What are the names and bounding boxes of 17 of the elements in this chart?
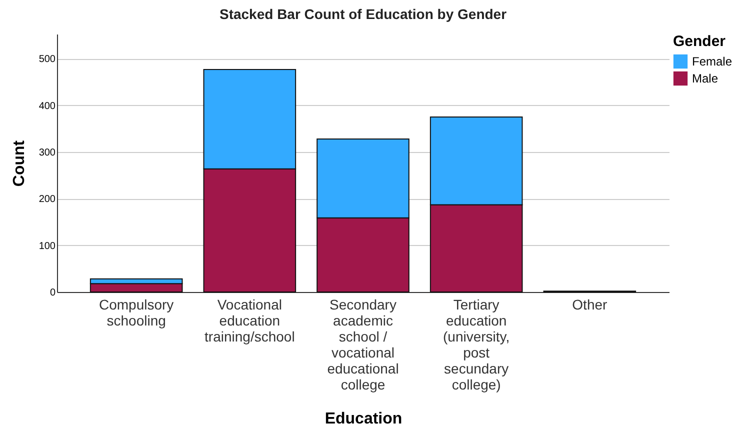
x-tick-label: Secondary academic school / vocational educational college — [327, 296, 399, 392]
x-tick-label: Vocational education training/school — [204, 296, 295, 344]
chart-title: Stacked Bar Count of Education by Gender — [219, 6, 508, 22]
y-tick-label: 300 — [38, 148, 56, 159]
y-tick-label: 200 — [38, 194, 56, 206]
y-tick-label: 500 — [38, 54, 56, 66]
x-axis-title: Education — [324, 410, 402, 428]
legend-label: Male — [692, 72, 718, 86]
y-tick-label: 100 — [38, 240, 56, 252]
y-axis-title: Count — [10, 140, 28, 187]
x-tick-label: Tertiary education (university, post secundary college) — [443, 296, 510, 392]
y-tick-label: 0 — [50, 288, 56, 298]
legend-title: Gender — [673, 33, 726, 50]
legend-label: Female — [692, 54, 732, 68]
x-tick-label: Compulsory schooling — [98, 296, 174, 328]
x-tick-label: Other — [572, 296, 608, 312]
y-tick-label: 400 — [38, 100, 56, 112]
